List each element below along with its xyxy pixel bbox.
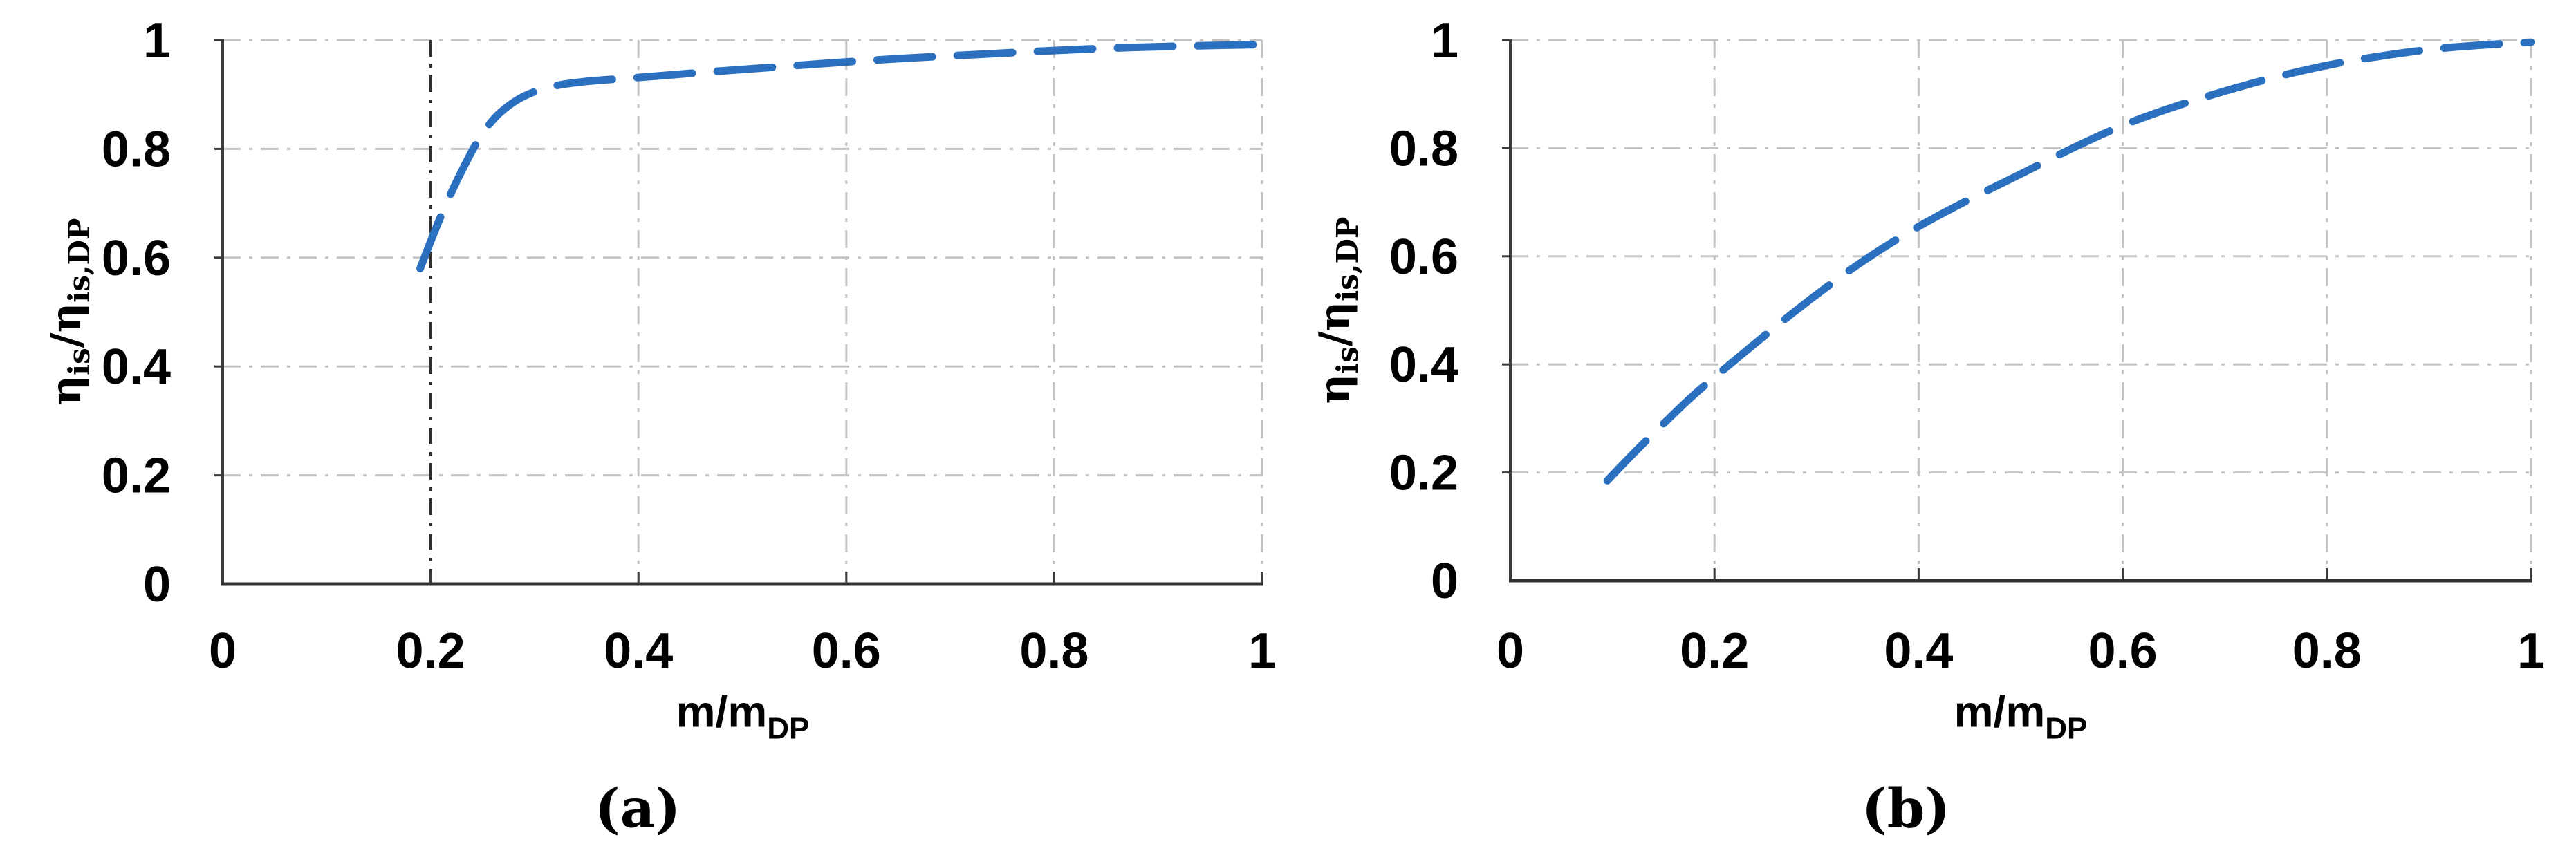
y-tick-label: 0: [1431, 554, 1458, 609]
y-tick-label: 0.6: [1389, 229, 1458, 285]
panel-caption-b: (b): [1861, 777, 1951, 840]
gridlines-b: [1510, 39, 2532, 581]
tick-marks-b: [1502, 39, 2532, 579]
chart-panel-a: 0 0.2 0.4 0.6 0.8 1 0 0.2 0.4 0.6 0.8 1: [102, 13, 1276, 679]
y-axis-title-a: ηis/ηis,DP: [41, 218, 97, 406]
y-tick-label: 0.2: [1389, 446, 1458, 501]
x-tick-label: 0.8: [1019, 623, 1088, 679]
y-tick-label: 0.6: [102, 231, 171, 286]
y-tick-label: 0.4: [102, 339, 171, 395]
x-tick-label: 0.2: [1680, 623, 1749, 679]
x-tick-label: 1: [2517, 623, 2545, 679]
efficiency-curve-b: [1603, 38, 2535, 485]
panel-caption-a: (a): [594, 777, 681, 840]
y-tick-label: 0.2: [102, 449, 171, 504]
y-tick-label: 0: [143, 557, 171, 612]
x-tick-label: 0.2: [396, 623, 465, 679]
y-axis-title-b: ηis/ηis,DP: [1310, 216, 1365, 404]
x-tick-label: 0.4: [604, 623, 673, 679]
y-tick-label: 1: [1431, 13, 1458, 68]
y-tick-label: 1: [143, 13, 171, 68]
y-tick-label: 0.8: [1389, 121, 1458, 176]
gridlines-a: [223, 39, 1263, 584]
efficiency-curve-a: [416, 40, 1266, 273]
tick-marks-a: [214, 39, 1263, 583]
x-axis-title-a: m/mDP: [676, 686, 810, 746]
x-tick-label: 0.8: [2292, 623, 2362, 679]
x-tick-label: 0.6: [2088, 623, 2158, 679]
x-tick-label: 1: [1248, 623, 1276, 679]
x-tick-label: 0: [209, 623, 237, 679]
chart-panel-b: 0 0.2 0.4 0.6 0.8 1 0 0.2 0.4 0.6 0.8 1: [1389, 13, 2545, 679]
y-tick-label: 0.8: [102, 122, 171, 177]
y-tick-label: 0.4: [1389, 337, 1458, 393]
x-axis-title-b: m/mDP: [1954, 686, 2088, 746]
x-tick-label: 0.4: [1884, 623, 1953, 679]
x-tick-label: 0.6: [812, 623, 881, 679]
x-tick-label: 0: [1497, 623, 1524, 679]
